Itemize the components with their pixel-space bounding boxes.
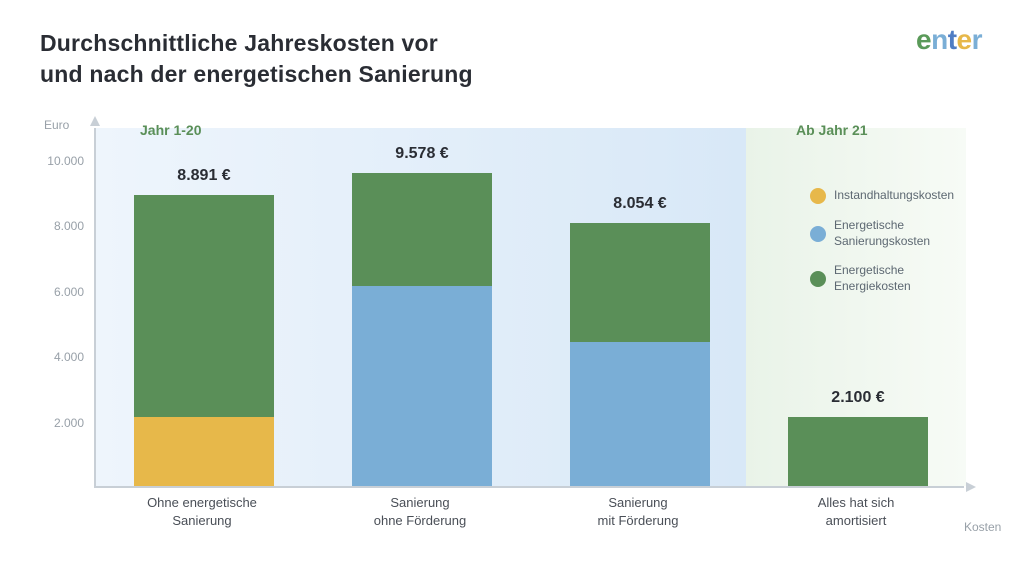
x-tick-label: Sanierungohne Förderung (330, 494, 510, 529)
bar-segment (570, 223, 710, 343)
legend-item: Instandhaltungskosten (810, 188, 954, 204)
y-axis-arrow-icon (90, 116, 100, 126)
y-tick-label: 2.000 (38, 416, 84, 430)
y-axis-title: Euro (44, 118, 69, 132)
bar-total-label: 2.100 € (788, 389, 928, 407)
chart-region-label: Ab Jahr 21 (796, 122, 868, 138)
plot-area: Jahr 1-20Ab Jahr 21 8.891 €9.578 €8.054 … (94, 128, 964, 488)
bar-segment (788, 417, 928, 486)
legend-label: Energetische Energiekosten (834, 263, 954, 294)
legend: Instandhaltungskosten Energetische Sanier… (810, 188, 954, 308)
legend-dot-icon (810, 271, 826, 287)
y-tick-label: 4.000 (38, 350, 84, 364)
chart-region-label: Jahr 1-20 (140, 122, 201, 138)
bar-segment (134, 195, 274, 417)
legend-dot-icon (810, 226, 826, 242)
bar-segment (352, 286, 492, 486)
y-tick-label: 6.000 (38, 285, 84, 299)
legend-dot-icon (810, 188, 826, 204)
legend-label: Energetische Sanierungskosten (834, 218, 954, 249)
bar-segment (570, 342, 710, 486)
x-tick-label: Alles hat sichamortisiert (766, 494, 946, 529)
bar-total-label: 9.578 € (352, 145, 492, 163)
bar-total-label: 8.891 € (134, 167, 274, 185)
legend-item: Energetische Sanierungskosten (810, 218, 954, 249)
title-line-1: Durchschnittliche Jahreskosten vor (40, 30, 438, 56)
bar-total-label: 8.054 € (570, 195, 710, 213)
x-axis-title: Kosten (964, 520, 1004, 534)
legend-item: Energetische Energiekosten (810, 263, 954, 294)
enter-logo: enter (916, 24, 982, 56)
legend-label: Instandhaltungskosten (834, 188, 954, 204)
chart: Euro Jahr 1-20 Ab Jahr 21 8.891 € 9.578 € 8… (40, 118, 984, 558)
title-line-2: und nach der energetischen Sanierung (40, 61, 473, 87)
bar-segment (134, 417, 274, 486)
x-axis-arrow-icon (966, 482, 976, 492)
y-tick-label: 8.000 (38, 219, 84, 233)
x-tick-label: Sanierungmit Förderung (548, 494, 728, 529)
x-tick-label: Ohne energetischeSanierung (112, 494, 292, 529)
page-title: Durchschnittliche Jahreskosten vor und n… (40, 28, 984, 90)
y-tick-label: 10.000 (38, 154, 84, 168)
bar-segment (352, 173, 492, 287)
